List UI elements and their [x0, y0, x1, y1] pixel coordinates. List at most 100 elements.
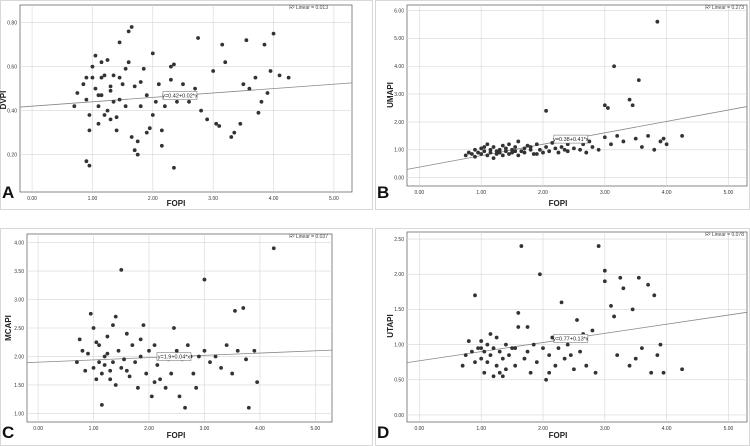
y-tick-label: 3.00: [14, 297, 24, 303]
data-point: [504, 146, 508, 151]
equation-label: y=1.9+0.04*x: [158, 355, 191, 361]
data-point: [99, 371, 104, 376]
data-point: [531, 152, 536, 156]
data-point: [519, 149, 524, 154]
data-point: [77, 337, 82, 342]
data-point: [559, 300, 564, 305]
x-tick-label: 2.00: [538, 426, 548, 432]
data-point: [646, 133, 650, 138]
data-point: [162, 104, 167, 109]
data-point: [86, 351, 90, 356]
data-point: [214, 121, 219, 126]
data-point: [208, 360, 212, 365]
x-tick-label: 4.00: [662, 190, 672, 196]
data-point: [556, 346, 561, 351]
data-point: [553, 363, 558, 368]
data-point: [658, 139, 663, 144]
data-point: [565, 149, 570, 154]
data-point: [126, 60, 131, 65]
data-point: [559, 145, 564, 149]
data-point: [525, 143, 530, 148]
y-tick-label: 4.00: [394, 64, 404, 70]
data-point: [194, 385, 199, 390]
y-tick-label: 2.00: [394, 272, 404, 278]
data-point: [93, 53, 98, 58]
data-point: [117, 97, 122, 102]
data-point: [578, 147, 582, 152]
data-point: [217, 124, 222, 128]
data-point: [550, 335, 555, 340]
data-point: [602, 135, 607, 140]
data-point: [615, 133, 620, 138]
data-point: [488, 150, 493, 155]
data-point: [102, 73, 107, 78]
data-point: [541, 150, 545, 155]
data-point: [169, 77, 173, 82]
data-point: [482, 370, 487, 375]
data-point: [568, 353, 573, 358]
data-point: [513, 346, 518, 351]
x-tick-label: 1.00: [88, 196, 98, 202]
data-point: [658, 342, 663, 347]
data-point: [155, 363, 160, 367]
data-point: [525, 325, 530, 329]
y-tick-label: 6.00: [394, 8, 404, 14]
data-point: [476, 150, 480, 155]
y-tick-label: 2.50: [394, 237, 404, 243]
y-tick-label: 0.60: [7, 64, 17, 70]
x-tick-label: 0.00: [27, 196, 37, 202]
y-tick-label: 0.00: [394, 413, 404, 419]
data-point: [193, 86, 197, 91]
data-point: [259, 99, 264, 104]
data-point: [105, 334, 110, 339]
data-point: [550, 140, 555, 145]
data-point: [94, 340, 99, 345]
data-point: [241, 306, 246, 310]
data-point: [172, 62, 176, 67]
data-point: [504, 149, 508, 154]
data-point: [510, 147, 514, 152]
data-point: [286, 75, 291, 80]
data-point: [547, 149, 552, 154]
data-point: [562, 147, 567, 152]
data-point: [479, 152, 484, 156]
panel-d: 0.00 1.00 2.00 3.00 4.00 5.00 0.00 0.50 1.00 1.50…: [375, 228, 750, 446]
y-tick-label: 2.00: [14, 354, 24, 360]
y-axis-title: DVPI: [0, 91, 8, 110]
data-point: [522, 356, 527, 361]
data-point: [575, 318, 579, 322]
data-point: [485, 360, 490, 365]
y-tick-label: 0.50: [394, 378, 404, 384]
r2-label: R² Linear = 0.273: [705, 5, 744, 11]
data-point: [646, 282, 650, 287]
panel-c: 0.00 1.00 2.00 3.00 4.00 5.00 1.00 1.50 2.00 2.50…: [0, 228, 373, 446]
y-axis-title: UTAPI: [386, 314, 395, 337]
data-point: [516, 153, 521, 158]
data-point: [124, 331, 129, 336]
data-point: [479, 339, 484, 343]
data-point: [528, 145, 533, 149]
data-point: [578, 349, 582, 354]
data-point: [93, 86, 98, 91]
data-point: [177, 394, 182, 399]
data-point: [117, 40, 122, 45]
data-point: [473, 293, 477, 298]
x-tick-label: 4.00: [662, 426, 672, 432]
data-point: [460, 363, 465, 368]
panel-letter: C: [2, 423, 14, 442]
data-point: [99, 93, 104, 98]
data-point: [265, 91, 270, 95]
data-point: [479, 146, 484, 151]
data-point: [117, 75, 122, 80]
data-point: [516, 311, 521, 315]
data-point: [119, 267, 124, 272]
x-axis-title: FOPI: [549, 431, 568, 440]
x-tick-label: 5.00: [310, 426, 320, 432]
data-point: [513, 145, 518, 149]
data-point: [268, 69, 273, 73]
data-point: [572, 146, 576, 151]
data-point: [156, 82, 161, 87]
data-point: [99, 75, 104, 80]
data-point: [219, 365, 223, 370]
data-point: [181, 82, 185, 87]
